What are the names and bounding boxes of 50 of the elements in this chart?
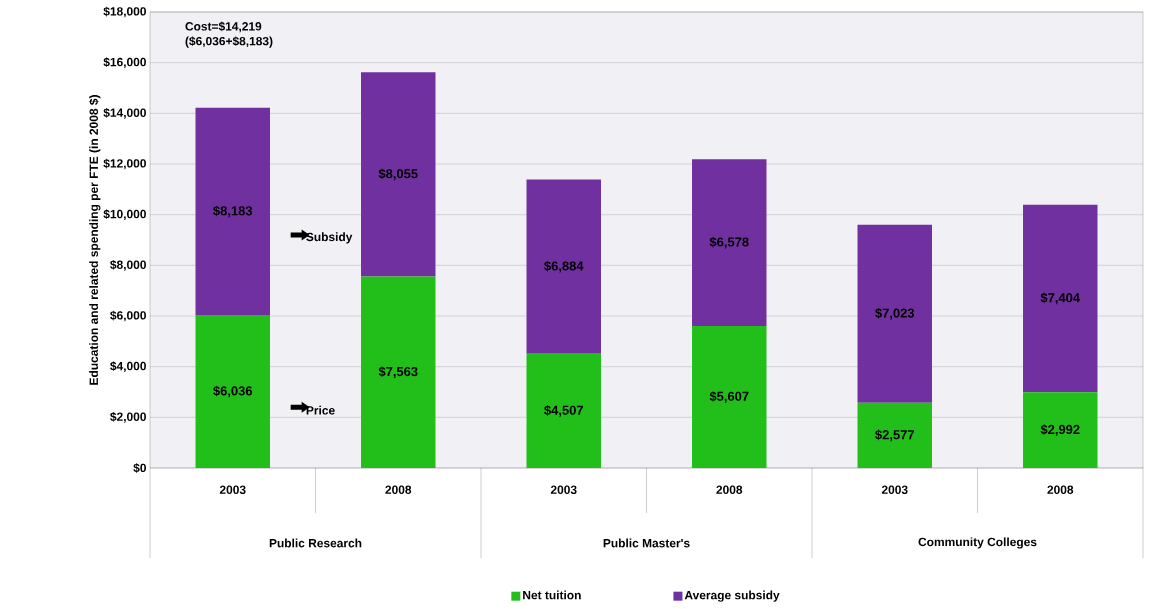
annotation: Price [306, 405, 335, 415]
data-label: $4,507 [544, 405, 583, 417]
data-label: $5,607 [709, 391, 749, 403]
data-label: $7,404 [1040, 292, 1080, 305]
y-tick-label: $10,000 [103, 209, 146, 221]
y-axis-title: Education and related spending per FTE (in 2008 $) [89, 95, 101, 385]
y-tick-label: $8,000 [110, 259, 146, 271]
y-tick-label: $2,000 [110, 411, 146, 423]
y-tick-label: $12,000 [103, 158, 146, 170]
y-tick-label: $4,000 [110, 361, 146, 373]
data-label: $6,578 [709, 236, 749, 249]
y-tick-label: $6,000 [110, 310, 146, 322]
bar [526, 353, 601, 468]
data-label: $8,055 [378, 168, 418, 181]
data-label: $2,992 [1040, 424, 1080, 436]
x-tick-label: 2003 [881, 485, 908, 495]
text: Public Research [269, 538, 362, 548]
x-tick-label: 2008 [716, 485, 743, 494]
bar [361, 276, 436, 468]
x-tick-label: 2003 [550, 485, 577, 495]
data-label: $8,183 [213, 205, 253, 218]
text: Public Master's [603, 538, 690, 548]
y-tick-label: $14,000 [103, 107, 146, 119]
annotation: Subsidy [306, 232, 353, 244]
bar [195, 107, 270, 316]
bar [857, 402, 932, 468]
annotation: Cost=$14,219 [185, 21, 262, 33]
legend-label: Average subsidy [684, 590, 780, 602]
x-tick-label: 2003 [219, 485, 246, 495]
text: Community Colleges [918, 537, 1037, 549]
x-tick-label: 2008 [385, 485, 412, 494]
x-tick-label: 2008 [1047, 485, 1074, 494]
bar [692, 159, 767, 326]
bar [1023, 392, 1098, 468]
y-tick-label: $0 [133, 463, 146, 473]
data-label: $2,577 [875, 429, 914, 442]
y-tick-label: $16,000 [103, 57, 146, 69]
y-tick-label: $18,000 [103, 6, 146, 18]
bar [526, 179, 601, 354]
bar [857, 224, 932, 403]
legend-label: Net tuition [523, 590, 581, 600]
data-label: $7,023 [875, 307, 915, 320]
bar [361, 72, 436, 277]
data-label: $7,563 [378, 366, 418, 378]
bar [1023, 204, 1098, 393]
annotation: ($6,036+$8,183) [185, 36, 273, 48]
bar [692, 325, 767, 468]
data-label: $6,036 [213, 385, 253, 398]
data-label: $6,884 [544, 260, 584, 273]
bar [195, 315, 270, 468]
